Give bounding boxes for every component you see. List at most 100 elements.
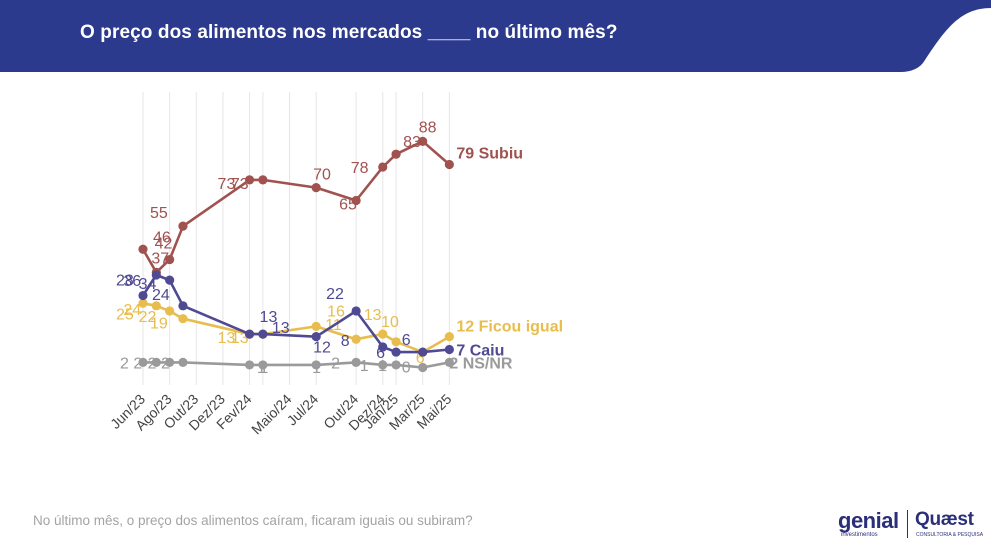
series-line-subiu xyxy=(141,140,451,274)
data-label: 6 xyxy=(402,332,411,349)
data-point xyxy=(378,360,388,370)
data-label: 12 xyxy=(313,340,331,357)
data-label: 70 xyxy=(313,167,331,184)
data-point xyxy=(138,244,148,254)
logo-divider xyxy=(907,510,908,538)
header-background xyxy=(0,0,991,72)
data-point xyxy=(258,360,268,370)
data-point xyxy=(351,357,361,367)
page-title: O preço dos alimentos nos mercados ____ … xyxy=(80,22,618,43)
data-label: 1 xyxy=(378,358,387,375)
data-label: 73 xyxy=(231,176,249,193)
data-point xyxy=(244,329,255,339)
x-tick-label: Jul/24 xyxy=(284,391,322,429)
data-point xyxy=(444,357,454,367)
data-point xyxy=(378,162,388,172)
data-label: 42 xyxy=(155,236,173,253)
data-label: 73 xyxy=(218,176,236,193)
data-label: 24 xyxy=(123,302,141,319)
data-label: 55 xyxy=(150,205,168,222)
series-end-label: 2 NS/NR xyxy=(449,355,513,372)
data-label: 88 xyxy=(419,119,437,136)
data-label: 2 xyxy=(133,355,142,372)
data-label: 8 xyxy=(341,333,350,350)
data-label: 2 xyxy=(148,355,157,372)
data-point xyxy=(444,332,454,342)
data-point xyxy=(151,301,161,311)
data-label: 1 xyxy=(360,358,369,375)
data-point xyxy=(351,334,361,344)
data-label: 16 xyxy=(327,303,345,320)
data-label: 6 xyxy=(416,350,425,367)
data-label: 24 xyxy=(152,287,170,304)
data-point xyxy=(391,360,401,370)
data-label: 25 xyxy=(116,306,134,323)
data-point xyxy=(178,221,188,231)
data-point xyxy=(165,254,175,265)
data-point xyxy=(311,332,321,342)
data-label: 13 xyxy=(272,320,290,337)
data-label: 2 xyxy=(161,355,170,372)
data-label: 2 xyxy=(120,355,129,372)
data-label: 1 xyxy=(312,360,321,377)
data-label: 13 xyxy=(231,330,249,347)
data-point xyxy=(244,175,255,185)
data-point xyxy=(391,347,401,357)
data-label: 13 xyxy=(260,309,278,326)
data-point xyxy=(138,290,148,301)
data-point xyxy=(311,183,321,193)
data-point xyxy=(391,149,401,159)
data-label: 36 xyxy=(123,273,141,290)
data-label: 1 xyxy=(260,360,269,377)
data-point xyxy=(444,159,454,170)
data-label: 19 xyxy=(150,316,168,333)
data-point xyxy=(258,175,268,185)
data-point xyxy=(165,275,175,285)
data-label: 83 xyxy=(403,134,421,151)
data-point xyxy=(151,357,161,367)
data-label: 46 xyxy=(153,229,171,246)
data-label: 0 xyxy=(402,360,411,377)
quaest-logo: Quæst xyxy=(915,509,974,530)
data-point xyxy=(258,329,268,339)
data-label: 13 xyxy=(218,330,236,347)
data-point xyxy=(378,329,388,339)
genial-logo-subtitle: investimentos xyxy=(841,532,878,538)
data-label: 6 xyxy=(376,345,385,362)
data-label: 78 xyxy=(351,160,369,177)
data-label: 10 xyxy=(381,314,399,331)
genial-logo: genial xyxy=(838,508,899,533)
data-point xyxy=(391,337,401,347)
data-label: 37 xyxy=(151,250,169,267)
data-label: 22 xyxy=(139,309,157,326)
data-point xyxy=(418,347,428,357)
data-point xyxy=(444,344,454,355)
data-point xyxy=(311,321,321,331)
data-point xyxy=(351,306,361,316)
data-point xyxy=(351,195,361,206)
data-label: 22 xyxy=(326,286,344,303)
series-end-label: 12 Ficou igual xyxy=(456,319,563,336)
data-point xyxy=(418,362,428,373)
data-point xyxy=(418,136,428,146)
data-label: 65 xyxy=(339,196,357,213)
data-point xyxy=(178,301,188,311)
data-point xyxy=(244,360,255,370)
data-point xyxy=(178,314,188,324)
header-banner: O preço dos alimentos nos mercados ____ … xyxy=(0,0,991,72)
footnote: No último mês, o preço dos alimentos caí… xyxy=(33,513,473,528)
data-label: 28 xyxy=(116,273,134,290)
data-point xyxy=(151,270,161,280)
data-label: 34 xyxy=(139,276,157,293)
data-label: 13 xyxy=(364,307,382,324)
data-point xyxy=(311,360,321,370)
data-point xyxy=(165,357,175,367)
data-point xyxy=(138,298,148,308)
data-point xyxy=(165,306,175,316)
data-point xyxy=(178,357,188,367)
data-label: 1 xyxy=(257,360,266,377)
data-label: 2 xyxy=(331,355,340,372)
line-chart: Jun/23Ago/23Out/23Dez/23Fev/24Maio/24Jul… xyxy=(107,92,563,437)
quaest-logo-subtitle: CONSULTORIA & PESQUISA xyxy=(916,532,984,538)
data-point xyxy=(138,357,148,367)
